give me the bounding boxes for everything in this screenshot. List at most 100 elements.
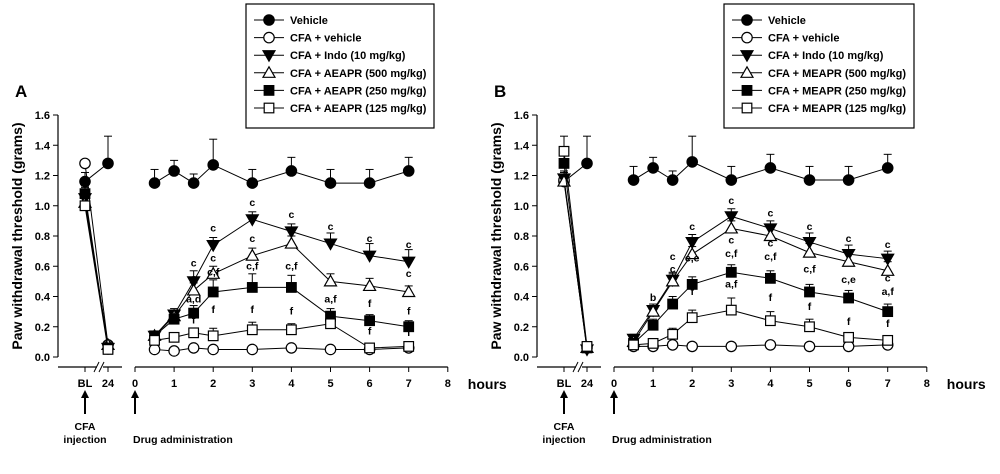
y-tick-label: 0.8 bbox=[514, 231, 529, 243]
x-tick-label: 7 bbox=[406, 378, 412, 390]
data-point bbox=[187, 342, 200, 354]
y-tick-label: 1.2 bbox=[35, 171, 50, 183]
legend-entry: Vehicle bbox=[768, 15, 806, 27]
axis-break-mark bbox=[98, 361, 105, 373]
x-tick-label: 24 bbox=[102, 378, 115, 390]
series-4 bbox=[77, 194, 416, 350]
legend-marker bbox=[261, 65, 277, 78]
significance-label: f bbox=[211, 304, 215, 316]
series-baseline-line bbox=[84, 193, 109, 348]
drug-arrow-head bbox=[610, 390, 618, 398]
data-point bbox=[646, 304, 661, 317]
data-point bbox=[804, 286, 815, 298]
y-tick-label: 0.2 bbox=[514, 322, 529, 334]
x-tick-label: 2 bbox=[689, 378, 695, 390]
data-point bbox=[685, 236, 700, 250]
data-point bbox=[286, 324, 297, 336]
data-point bbox=[802, 245, 817, 258]
data-point bbox=[686, 340, 698, 353]
x-tick-label: 0 bbox=[611, 378, 617, 390]
significance-label: c bbox=[767, 238, 773, 250]
significance-label: f bbox=[192, 315, 196, 327]
data-point bbox=[168, 345, 180, 357]
data-point bbox=[364, 315, 375, 327]
significance-label: c bbox=[249, 197, 255, 209]
significance-label: a,f bbox=[725, 278, 738, 290]
data-point bbox=[880, 253, 895, 266]
x-axis-label: hours bbox=[468, 376, 507, 392]
data-point bbox=[686, 156, 698, 168]
series-2 bbox=[558, 174, 894, 354]
data-point bbox=[284, 226, 299, 239]
y-tick-label: 0.4 bbox=[35, 292, 51, 304]
data-point bbox=[148, 177, 161, 189]
significance-label: f bbox=[769, 292, 773, 304]
data-point bbox=[324, 343, 337, 356]
data-point bbox=[246, 343, 259, 356]
cfa-arrow-head bbox=[560, 390, 568, 398]
data-point bbox=[79, 200, 91, 212]
y-tick-label: 1.2 bbox=[514, 171, 529, 183]
significance-label: c bbox=[670, 251, 676, 263]
data-point bbox=[763, 228, 778, 242]
significance-label: f bbox=[407, 327, 411, 339]
data-point bbox=[627, 174, 640, 186]
legend-marker bbox=[261, 50, 277, 63]
significance-label: c bbox=[689, 221, 695, 233]
data-point bbox=[245, 214, 260, 227]
legend-box bbox=[723, 3, 915, 129]
data-point bbox=[666, 174, 679, 186]
data-point bbox=[206, 239, 221, 253]
significance-label: c bbox=[210, 222, 216, 234]
legend-entry: CFA + MEAPR (125 mg/kg) bbox=[768, 103, 906, 115]
significance-label: c bbox=[807, 221, 813, 233]
legend-entry: CFA + AEAPR (250 mg/kg) bbox=[290, 85, 427, 97]
significance-label: a,f bbox=[324, 294, 337, 306]
legend-entry: CFA + MEAPR (500 mg/kg) bbox=[768, 68, 906, 80]
x-tick-label: 3 bbox=[249, 378, 255, 390]
data-point bbox=[245, 248, 260, 261]
data-point bbox=[403, 341, 415, 352]
data-point bbox=[881, 162, 894, 174]
data-point bbox=[686, 312, 698, 324]
data-point bbox=[667, 298, 679, 310]
legend-marker bbox=[263, 31, 275, 44]
data-point bbox=[880, 263, 895, 276]
x-tick-label: 5 bbox=[327, 378, 333, 390]
data-point bbox=[102, 344, 114, 355]
legend-entry: CFA + AEAPR (500 mg/kg) bbox=[290, 68, 427, 80]
y-tick-label: 1.4 bbox=[514, 140, 530, 152]
cfa-note-line-2: injection bbox=[542, 434, 585, 446]
data-point bbox=[168, 165, 180, 177]
data-point bbox=[188, 327, 200, 339]
data-point bbox=[207, 159, 219, 171]
legend-marker bbox=[741, 14, 753, 26]
legend: Vehicle CFA + vehicle CFA + Indo (10 mg/kg… bbox=[723, 3, 915, 129]
x-axis-label: hours bbox=[947, 376, 986, 392]
significance-label: c bbox=[689, 235, 695, 247]
series-2 bbox=[79, 157, 415, 357]
panel-b: B 0.0 0.2 0.4 0.6 0.8 1.0 1.2 1.4 1.6 BL 24 0 1 2 3 4 5 6 7… bbox=[488, 3, 986, 446]
data-point bbox=[186, 276, 201, 289]
significance-label: c bbox=[210, 253, 216, 265]
significance-label: c bbox=[767, 207, 773, 219]
data-point bbox=[803, 340, 816, 353]
data-point bbox=[666, 339, 679, 351]
x-tick-label: 6 bbox=[846, 378, 852, 390]
legend-entry: CFA + AEAPR (125 mg/kg) bbox=[290, 103, 427, 115]
data-point bbox=[581, 157, 593, 170]
data-point bbox=[725, 174, 738, 186]
data-point bbox=[246, 324, 258, 336]
legend-box bbox=[245, 3, 435, 129]
data-point bbox=[843, 292, 854, 304]
data-point bbox=[187, 177, 200, 189]
legend-entry: CFA + Indo (10 mg/kg) bbox=[768, 50, 884, 62]
significance-label: a,d bbox=[186, 294, 201, 306]
significance-label: c,f bbox=[246, 260, 259, 272]
significance-label: c bbox=[328, 221, 334, 233]
data-point bbox=[401, 284, 416, 298]
y-tick-label: 1.0 bbox=[514, 201, 529, 213]
significance-label: f bbox=[368, 325, 372, 337]
